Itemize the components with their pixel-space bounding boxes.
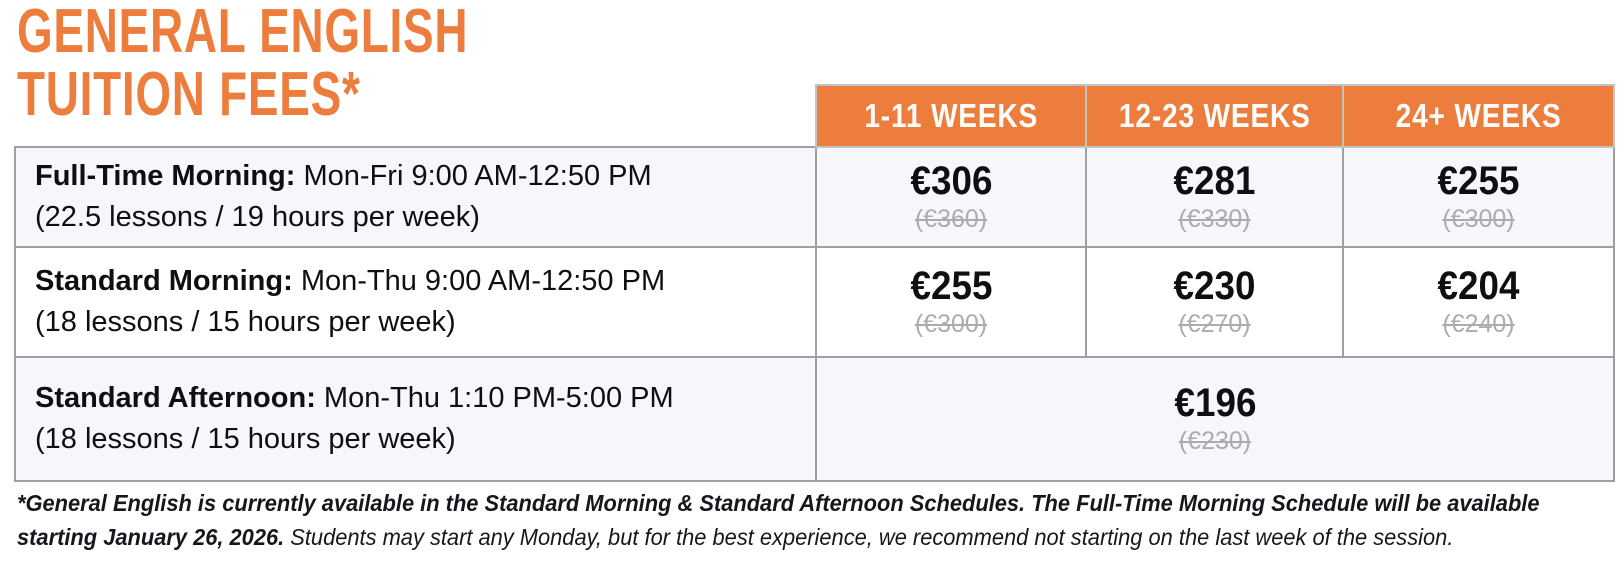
original-price-strikethrough: (€300) [914, 310, 988, 338]
course-details: (22.5 lessons / 19 hours per week) [35, 201, 480, 233]
price-cell: €255 (€300) [1342, 146, 1615, 248]
original-price-strikethrough: (€230) [1178, 427, 1252, 455]
original-price-strikethrough: (€270) [1178, 310, 1251, 338]
column-header-12-23-weeks: 12-23 WEEKS [1085, 84, 1344, 148]
price-cell: €281 (€330) [1085, 146, 1344, 248]
column-header-label: 24+ WEEKS [1395, 97, 1562, 134]
footnote-bold-text: *General English is currently available … [17, 490, 1540, 516]
price-cell-merged: €196 (€230) [815, 356, 1615, 482]
table-row-full-time-morning: Full-Time Morning: Mon-Fri 9:00 AM-12:50… [14, 146, 1615, 248]
tuition-fees-table: 1-11 WEEKS 12-23 WEEKS 24+ WEEKS Full-Ti… [14, 84, 1615, 482]
table-header-row: 1-11 WEEKS 12-23 WEEKS 24+ WEEKS [15, 84, 1615, 148]
price-cell: €230 (€270) [1085, 246, 1344, 358]
column-header-24-plus-weeks: 24+ WEEKS [1342, 84, 1615, 148]
current-price: €306 [817, 159, 1085, 204]
current-price-text: €255 [910, 264, 992, 308]
table-row-standard-morning: Standard Morning: Mon-Thu 9:00 AM-12:50 … [14, 246, 1615, 358]
course-name: Standard Afternoon: [35, 382, 316, 414]
original-price-strikethrough: (€240) [1442, 310, 1515, 338]
course-label-cell: Standard Morning: Mon-Thu 9:00 AM-12:50 … [14, 246, 817, 358]
course-schedule: Mon-Thu 9:00 AM-12:50 PM [300, 265, 666, 297]
column-header-1-11-weeks: 1-11 WEEKS [815, 84, 1087, 148]
price-cell: €306 (€360) [815, 146, 1087, 248]
price-cell: €255 (€300) [815, 246, 1087, 358]
current-price-text: €306 [910, 159, 992, 203]
column-header-label: 1-11 WEEKS [864, 97, 1038, 134]
table-row-standard-afternoon: Standard Afternoon: Mon-Thu 1:10 PM-5:00… [14, 356, 1615, 482]
current-price-text: €204 [1437, 264, 1520, 308]
current-price: €230 [1087, 264, 1342, 309]
header-spacer-cell [15, 85, 816, 147]
page-title: GENERAL ENGLISH TUITION FEES* [17, 0, 627, 126]
course-name: Full-Time Morning: [35, 160, 296, 192]
original-price-strikethrough: (€330) [1178, 205, 1251, 233]
original-price-strikethrough: (€360) [914, 205, 988, 233]
footnote-bold-text: starting January 26, 2026. [17, 524, 285, 550]
current-price: €255 [1344, 159, 1613, 204]
page-title-text: GENERAL ENGLISH TUITION FEES* [17, 0, 468, 126]
current-price-text: €196 [1174, 381, 1256, 425]
course-name: Standard Morning: [35, 265, 293, 297]
footnote-line-1: *General English is currently available … [17, 486, 1540, 520]
current-price: €281 [1087, 159, 1342, 204]
current-price: €196 [817, 381, 1613, 426]
current-price-text: €230 [1173, 264, 1256, 308]
current-price-text: €281 [1173, 159, 1256, 203]
column-header-label: 12-23 WEEKS [1118, 97, 1311, 134]
course-details: (18 lessons / 15 hours per week) [35, 423, 456, 455]
course-label-cell: Standard Afternoon: Mon-Thu 1:10 PM-5:00… [14, 356, 817, 482]
price-cell: €204 (€240) [1342, 246, 1615, 358]
footnote-regular-text: Students may start any Monday, but for t… [290, 524, 1454, 550]
current-price: €255 [817, 264, 1085, 309]
course-details: (18 lessons / 15 hours per week) [35, 306, 456, 338]
course-label-cell: Full-Time Morning: Mon-Fri 9:00 AM-12:50… [14, 146, 817, 248]
course-schedule: Mon-Fri 9:00 AM-12:50 PM [303, 160, 652, 192]
page-title-line1: GENERAL ENGLISH [17, 0, 469, 66]
current-price: €204 [1344, 264, 1613, 309]
current-price-text: €255 [1437, 159, 1520, 203]
footnote-line-2: starting January 26, 2026. Students may … [17, 520, 1540, 554]
original-price-strikethrough: (€300) [1442, 205, 1515, 233]
page-title-line2: TUITION FEES* [17, 60, 361, 129]
footnote: *General English is currently available … [17, 486, 1620, 554]
course-schedule: Mon-Thu 1:10 PM-5:00 PM [323, 382, 674, 414]
